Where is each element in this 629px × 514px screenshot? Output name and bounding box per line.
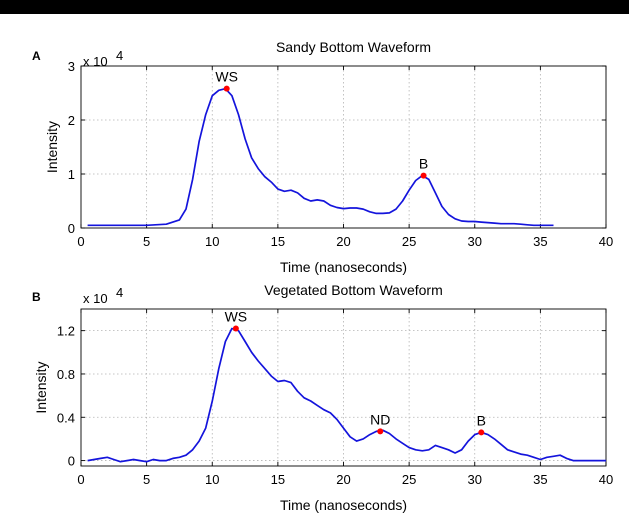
panel-b-scale-factor: x 10 bbox=[83, 291, 108, 306]
panel-b-marker-nd bbox=[377, 428, 384, 435]
panel-b-panel-letter: B bbox=[32, 290, 41, 304]
panel-b-marker-ws bbox=[232, 325, 239, 332]
panel-b-label-nd: ND bbox=[370, 411, 390, 427]
panel-b-xtick-label: 5 bbox=[143, 472, 150, 487]
panel-b-label-b: B bbox=[477, 412, 486, 428]
panel-b-ytick-label: 0 bbox=[68, 454, 75, 469]
panel-a-marker-b bbox=[420, 172, 427, 179]
panel-a-xtick-label: 20 bbox=[336, 234, 350, 249]
panel-b-ytick-label: 0.4 bbox=[57, 410, 75, 425]
panel-a-marker-ws bbox=[223, 85, 230, 92]
panel-a-xtick-label: 15 bbox=[271, 234, 285, 249]
panel-b-xtick-label: 30 bbox=[468, 472, 482, 487]
panel-a-scale-factor: x 10 bbox=[83, 54, 108, 69]
panel-a-panel-letter: A bbox=[32, 49, 41, 63]
panel-a-xtick-label: 5 bbox=[143, 234, 150, 249]
panel-a-xtick-label: 35 bbox=[533, 234, 547, 249]
panel-b-xtick-label: 35 bbox=[533, 472, 547, 487]
panel-a-xtick-label: 25 bbox=[402, 234, 416, 249]
panel-a-xtick-label: 10 bbox=[205, 234, 219, 249]
panel-a-xtick-label: 40 bbox=[599, 234, 613, 249]
panel-b-xtick-label: 20 bbox=[336, 472, 350, 487]
panel-b-xtick-label: 25 bbox=[402, 472, 416, 487]
panel-b-xlabel: Time (nanoseconds) bbox=[280, 497, 407, 513]
panel-a-title: Sandy Bottom Waveform bbox=[276, 39, 431, 55]
panel-b-label-ws: WS bbox=[225, 308, 248, 324]
panel-a-xtick-label: 0 bbox=[77, 234, 84, 249]
panel-b-ytick-label: 0.8 bbox=[57, 367, 75, 382]
panel-b-title: Vegetated Bottom Waveform bbox=[264, 282, 442, 298]
panel-b-xtick-label: 15 bbox=[271, 472, 285, 487]
panel-a-ytick-label: 2 bbox=[68, 113, 75, 128]
panel-b-ytick-label: 1.2 bbox=[57, 324, 75, 339]
panel-a-ylabel: Intensity bbox=[44, 121, 60, 173]
panel-a-label-b: B bbox=[419, 156, 428, 172]
panel-b-marker-b bbox=[478, 429, 485, 436]
panel-b-xtick-label: 10 bbox=[205, 472, 219, 487]
panel-b-waveform-line bbox=[87, 327, 606, 463]
panel-a-xtick-label: 30 bbox=[468, 234, 482, 249]
panel-a-ytick-label: 1 bbox=[68, 167, 75, 182]
panel-a-label-ws: WS bbox=[215, 69, 238, 85]
panel-a-scale-exponent: 4 bbox=[116, 48, 123, 63]
panel-a-ytick-label: 3 bbox=[68, 59, 75, 74]
panel-b-xtick-label: 40 bbox=[599, 472, 613, 487]
panel-a-xlabel: Time (nanoseconds) bbox=[280, 259, 407, 275]
top-black-bar bbox=[0, 0, 629, 14]
panel-b-xtick-label: 0 bbox=[77, 472, 84, 487]
panel-b-ylabel: Intensity bbox=[33, 361, 49, 413]
panel-a-ytick-label: 0 bbox=[68, 221, 75, 236]
panel-b-scale-exponent: 4 bbox=[116, 285, 123, 300]
panel-a-waveform-line bbox=[87, 87, 554, 227]
